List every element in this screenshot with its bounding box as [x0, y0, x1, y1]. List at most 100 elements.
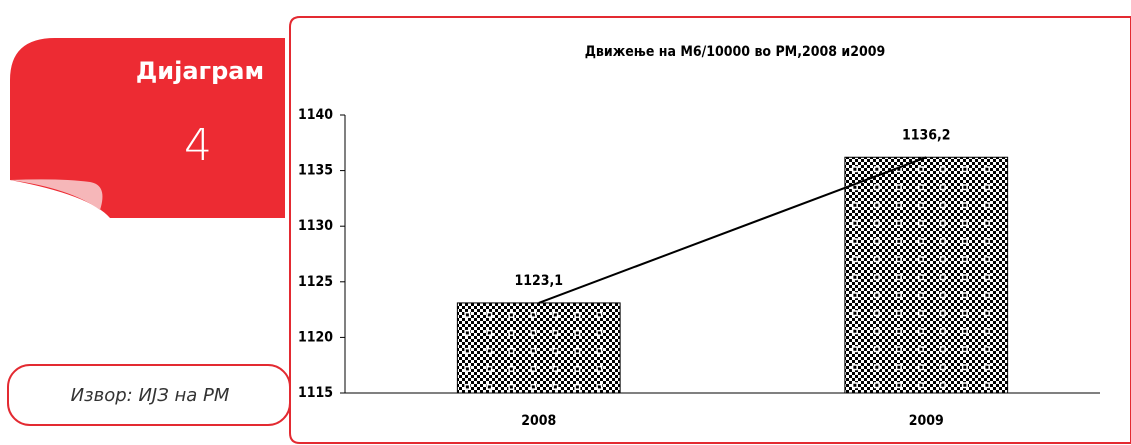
pattern-dot: [553, 385, 557, 389]
pattern-dot: [875, 257, 879, 261]
pattern-dot: [941, 311, 945, 315]
pattern-dot: [509, 313, 513, 317]
pattern-dot: [941, 383, 945, 387]
pattern-dot: [897, 347, 901, 351]
pattern-dot: [897, 293, 901, 297]
source: Извор: ИЈЗ на РМ: [71, 385, 230, 406]
pattern-dot: [487, 331, 491, 335]
panel-number: 4: [184, 120, 212, 171]
pattern-dot: [963, 239, 967, 243]
pattern-dot: [897, 221, 901, 225]
pattern-dot: [487, 385, 491, 389]
pattern-dot: [985, 329, 989, 333]
pattern-dot: [941, 275, 945, 279]
pattern-dot: [919, 275, 923, 279]
bar: [844, 156, 1009, 394]
pattern-dot: [853, 293, 857, 297]
pattern-dot: [941, 329, 945, 333]
pattern-dot: [985, 167, 989, 171]
pattern-dot: [597, 385, 601, 389]
pattern-dot: [509, 367, 513, 371]
pattern-dot: [553, 349, 557, 353]
pattern-dot: [963, 185, 967, 189]
pattern-dot: [963, 293, 967, 297]
pattern-dot: [853, 275, 857, 279]
pattern-dot: [853, 221, 857, 225]
pattern-dot: [853, 311, 857, 315]
pattern-dot: [531, 349, 535, 353]
y-tick-label: 1120: [298, 329, 333, 345]
connecting-line: [538, 156, 927, 304]
pattern-dot: [919, 329, 923, 333]
pattern-dot: [963, 257, 967, 261]
pattern-dot: [985, 293, 989, 297]
pattern-dot: [941, 293, 945, 297]
pattern-dot: [575, 331, 579, 335]
pattern-dot: [597, 331, 601, 335]
pattern-dot: [941, 239, 945, 243]
pattern-dot: [985, 311, 989, 315]
pattern-dot: [941, 167, 945, 171]
pattern-dot: [963, 167, 967, 171]
pattern-dot: [919, 383, 923, 387]
pattern-dot: [941, 257, 945, 261]
pattern-dot: [875, 221, 879, 225]
pattern-dot: [875, 383, 879, 387]
pattern-dot: [509, 331, 513, 335]
pattern-dot: [919, 257, 923, 261]
pattern-dot: [897, 275, 901, 279]
pattern-dot: [963, 311, 967, 315]
pattern-dot: [509, 349, 513, 353]
y-tick-label: 1115: [298, 385, 333, 401]
pattern-dot: [575, 313, 579, 317]
pattern-dot: [897, 185, 901, 189]
pattern-dot: [897, 365, 901, 369]
source-box: [7, 364, 291, 426]
pattern-dot: [919, 365, 923, 369]
pattern-dot: [875, 329, 879, 333]
pattern-dot: [897, 239, 901, 243]
pattern-dot: [941, 365, 945, 369]
pattern-dot: [985, 203, 989, 207]
pattern-dot: [853, 347, 857, 351]
pattern-dot: [919, 203, 923, 207]
pattern-dot: [487, 349, 491, 353]
y-tick-label: 1140: [298, 107, 333, 123]
y-tick-label: 1125: [298, 274, 333, 290]
pattern-dot: [553, 331, 557, 335]
x-tick-label: 2008: [521, 413, 556, 429]
pattern-dot: [853, 239, 857, 243]
pattern-dot: [531, 313, 535, 317]
pattern-dot: [531, 331, 535, 335]
y-tick-label: 1130: [298, 218, 333, 234]
pattern-dot: [897, 257, 901, 261]
pattern-dot: [985, 347, 989, 351]
pattern-dot: [919, 347, 923, 351]
pattern-dot: [875, 275, 879, 279]
pattern-dot: [465, 367, 469, 371]
bar-fill: [456, 302, 621, 394]
pattern-dot: [465, 385, 469, 389]
pattern-dot: [531, 367, 535, 371]
pattern-dot: [897, 203, 901, 207]
pattern-dot: [853, 203, 857, 207]
pattern-dot: [963, 221, 967, 225]
pattern-dot: [985, 221, 989, 225]
pattern-dot: [875, 293, 879, 297]
pattern-dot: [985, 365, 989, 369]
pattern-dot: [487, 367, 491, 371]
pattern-dot: [575, 385, 579, 389]
pattern-dot: [963, 365, 967, 369]
pattern-dot: [465, 349, 469, 353]
pattern-dot: [919, 167, 923, 171]
pattern-dot: [919, 221, 923, 225]
pattern-dot: [875, 365, 879, 369]
pattern-dot: [853, 185, 857, 189]
pattern-dot: [553, 313, 557, 317]
pattern-dot: [963, 275, 967, 279]
pattern-dot: [985, 185, 989, 189]
pattern-dot: [919, 311, 923, 315]
pattern-dot: [597, 313, 601, 317]
